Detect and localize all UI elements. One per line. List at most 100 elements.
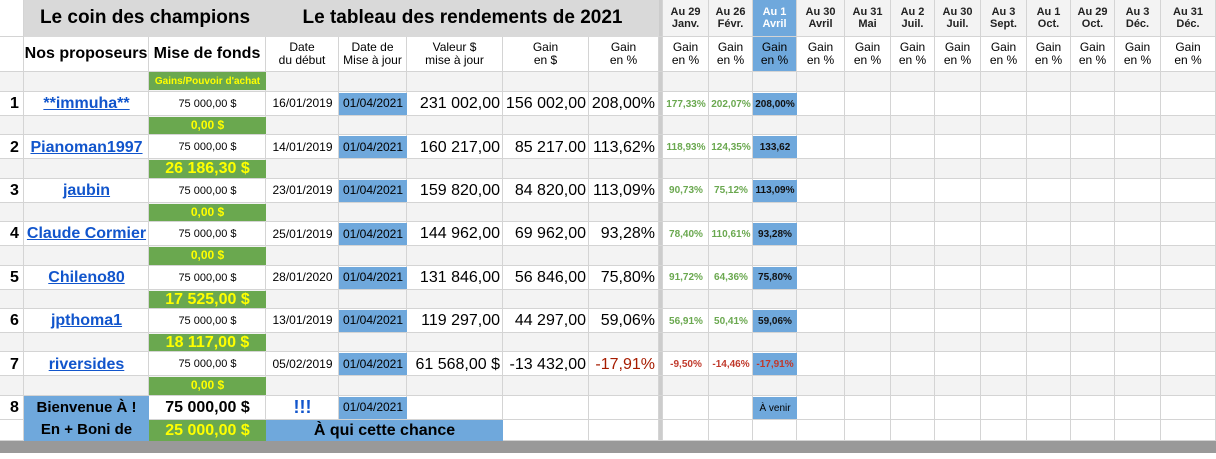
text-line: Gain: [1035, 39, 1062, 54]
grid-cell: [797, 396, 845, 420]
grid-cell: [1027, 92, 1071, 116]
grid-cell: [24, 202, 149, 223]
text-line: en %: [806, 53, 835, 67]
grid-cell: [709, 333, 753, 353]
grid-cell: [981, 116, 1027, 136]
grid-cell: [503, 92, 589, 116]
grid-cell: [891, 222, 935, 247]
date-debut: 25/01/2019: [272, 226, 333, 241]
grid-cell: [407, 396, 503, 420]
grid-cell: [935, 376, 981, 396]
grid-cell: [709, 246, 753, 266]
grid-cell: [24, 246, 149, 266]
grid-cell: [503, 265, 589, 290]
grid-cell: [659, 178, 663, 203]
grid-cell: [659, 92, 663, 116]
grid-cell: [891, 420, 935, 441]
grid-cell: [981, 265, 1027, 290]
grid-cell: [266, 333, 339, 353]
grid-cell: [407, 135, 503, 160]
monthly-gain: 91,72%: [669, 272, 703, 284]
date-debut: 13/01/2019: [272, 313, 333, 328]
date-maj: 01/04/2021: [339, 266, 407, 289]
grid-cell: [266, 135, 339, 160]
grid-cell: [1027, 159, 1071, 179]
period-header: Gain en %: [1161, 37, 1216, 72]
proposer-link[interactable]: Chileno80: [48, 268, 125, 286]
grid-cell: [709, 420, 753, 441]
grid-cell: [981, 420, 1027, 441]
gain-pct: 75,80%: [600, 268, 655, 286]
grid-cell: [0, 309, 24, 333]
grid-cell: [1161, 376, 1216, 396]
monthly-gain: 56,91%: [669, 315, 703, 327]
grid-cell: [0, 376, 24, 396]
gain: 84 820,00: [514, 182, 586, 199]
mise: 75 000,00 $: [178, 271, 237, 284]
gain-pct: 113,62%: [593, 138, 655, 156]
text-line: Oct.: [1037, 18, 1060, 30]
grid-cell: [1115, 376, 1161, 396]
grid-cell: [1071, 135, 1115, 160]
period-header: Gain en %: [663, 37, 709, 72]
grid-cell: [503, 396, 589, 420]
grid-cell: [845, 92, 891, 116]
grid-cell: [407, 92, 503, 116]
grid-cell: [663, 265, 709, 290]
monthly-gain: 75,12%: [714, 185, 748, 197]
grid-cell: [1161, 116, 1216, 136]
grid-cell: [1161, 396, 1216, 420]
date-debut: 23/01/2019: [272, 183, 333, 198]
gain-pct: 59,06%: [600, 312, 655, 330]
grid-cell: [339, 159, 407, 179]
text-line: Valeur $: [432, 39, 477, 54]
grid-cell: [797, 92, 845, 116]
monthly-gain: 177,33%: [666, 98, 706, 110]
text-line: Gain: [1079, 39, 1106, 54]
date-debut: 28/01/2020: [272, 270, 333, 284]
purchasing-power: 0,00 $: [149, 247, 266, 265]
text-line: Gain: [990, 39, 1017, 54]
monthly-gain: 50,41%: [714, 315, 748, 327]
grid-cell: [149, 135, 266, 160]
grid-cell: [503, 376, 589, 396]
grid-cell: [797, 333, 845, 353]
proposer-link[interactable]: riversides: [48, 355, 125, 373]
proposer-link[interactable]: jaubin: [62, 182, 111, 199]
grid-cell: [1027, 135, 1071, 160]
grid-cell: [663, 420, 709, 441]
period-date: Au 2 Juil.: [891, 0, 935, 37]
grid-cell: [845, 352, 891, 377]
grid-cell: [659, 0, 663, 37]
grid-cell: [753, 159, 797, 179]
grid-cell: [503, 159, 589, 179]
grid-cell: [1161, 420, 1216, 441]
column-header: Date de Mise à jour: [339, 37, 407, 72]
grid-cell: [845, 159, 891, 179]
grid-cell: [1027, 289, 1071, 309]
grid-cell: [24, 159, 149, 179]
text-line: Gain: [532, 39, 559, 54]
proposer-link[interactable]: jpthoma1: [50, 312, 123, 330]
text-line: en %: [609, 53, 638, 67]
grid-cell: [663, 202, 709, 223]
date-maj: 01/04/2021: [339, 223, 407, 246]
grid-cell: [0, 92, 24, 116]
grid-cell: [935, 159, 981, 179]
monthly-gain: -9,50%: [670, 358, 702, 370]
proposer-link[interactable]: **immuha**: [43, 95, 130, 113]
text-line: en %: [1034, 53, 1063, 67]
grid-cell: [709, 376, 753, 396]
grid-cell: [1071, 178, 1115, 203]
proposer-link[interactable]: Claude Cormier: [26, 225, 147, 243]
grid-cell: [0, 396, 24, 420]
rank: 7: [10, 355, 19, 373]
grid-cell: [1071, 309, 1115, 333]
grid-cell: [845, 72, 891, 92]
grid-cell: [1071, 202, 1115, 223]
grid-cell: [1071, 352, 1115, 377]
grid-cell: [407, 376, 503, 396]
monthly-gain: 202,07%: [711, 98, 751, 110]
proposer-link[interactable]: Pianoman1997: [30, 138, 143, 156]
grid-cell: [24, 178, 149, 203]
